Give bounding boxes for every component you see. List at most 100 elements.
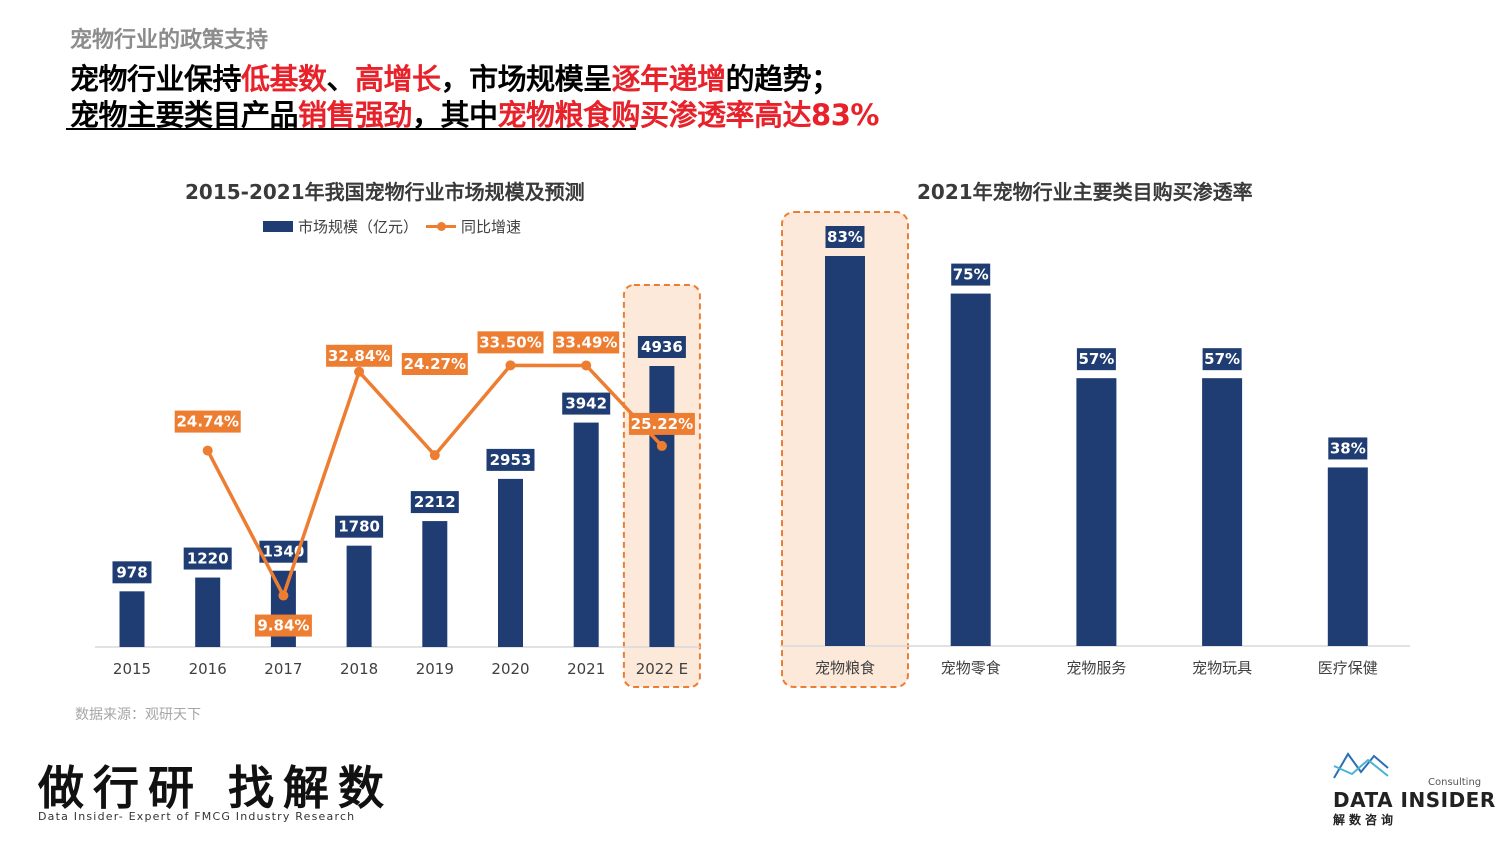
market-size-label: 978	[116, 563, 147, 581]
growth-rate-point	[656, 440, 667, 451]
x-tick-label: 2021	[567, 660, 605, 678]
market-size-bar	[422, 521, 448, 647]
market-size-label: 2953	[490, 451, 532, 469]
penetration-label: 75%	[953, 266, 989, 284]
market-size-bar	[649, 366, 675, 647]
headline-line-2: 宠物主要类目产品销售强劲，其中宠物粮食购买渗透率高达83%	[70, 92, 879, 134]
growth-rate-label: 9.84%	[257, 617, 309, 635]
penetration-bar	[950, 293, 991, 646]
headline-segment: ，其中	[412, 98, 498, 132]
growth-rate-point	[429, 450, 440, 461]
x-tick-label: 2022 E	[636, 660, 688, 678]
market-size-label: 2212	[414, 493, 456, 511]
category-label: 宠物零食	[941, 659, 1001, 677]
market-size-label: 1340	[263, 543, 305, 561]
market-size-label: 4936	[641, 338, 683, 356]
market-size-bar	[498, 478, 523, 647]
market-size-label: 1780	[338, 518, 380, 536]
category-label: 医疗保健	[1318, 659, 1378, 677]
headline-segment: 、	[326, 62, 356, 96]
growth-rate-point	[505, 360, 516, 371]
headline-line-1: 宠物行业保持低基数、高增长，市场规模呈逐年递增的趋势；	[70, 56, 840, 98]
penetration-label-bg	[1076, 348, 1116, 371]
penetration-bar	[1076, 378, 1117, 646]
growth-rate-label: 32.84%	[328, 347, 390, 365]
growth-rate-label: 33.49%	[555, 333, 617, 351]
growth-rate-label: 24.27%	[404, 355, 466, 373]
chart-legend: 市场规模（亿元） 同比增速	[263, 216, 521, 237]
x-tick-label: 2016	[189, 660, 227, 678]
section-title: 宠物行业的政策支持	[70, 28, 269, 53]
penetration-label-bg	[1328, 437, 1368, 460]
market-size-bar	[119, 591, 145, 647]
headline-segment: ，市场规模呈	[440, 62, 613, 96]
market-size-bar	[195, 577, 221, 647]
growth-rate-label-bg	[628, 412, 695, 435]
market-size-label: 3942	[565, 395, 607, 413]
market-size-bar	[573, 422, 599, 647]
legend-line-label: 同比增速	[461, 218, 522, 236]
market-size-label: 1220	[187, 550, 229, 568]
growth-rate-label: 25.22%	[631, 415, 693, 433]
headline-segment: 低基数	[241, 62, 327, 96]
market-size-label-bg	[637, 336, 686, 358]
slogan-subtitle: Data Insider- Expert of FMCG Industry Re…	[38, 810, 356, 823]
headline-underline	[66, 128, 636, 130]
headline-segment: 宠物主要类目产品	[70, 98, 299, 132]
penetration-label: 83%	[827, 228, 863, 246]
legend-bar-label: 市场规模（亿元）	[298, 218, 419, 236]
x-tick-label: 2015	[113, 660, 151, 678]
headline-segment: 宠物粮食购买渗透率高达83%	[497, 98, 880, 132]
headline-segment: 高增长	[355, 62, 441, 96]
market-size-chart-title: 2015-2021年我国宠物行业市场规模及预测	[185, 180, 585, 204]
brand-name: DATA INSIDER	[1333, 788, 1496, 812]
growth-rate-point	[581, 360, 592, 371]
headline-segment: 宠物行业保持	[70, 62, 242, 96]
market-size-label-bg	[335, 515, 384, 538]
penetration-label: 57%	[1204, 350, 1240, 368]
market-size-label-bg	[410, 491, 459, 514]
growth-rate-point	[278, 590, 289, 601]
penetration-bar	[1327, 467, 1368, 646]
x-tick-label: 2017	[264, 660, 302, 678]
penetration-label-bg	[825, 226, 865, 248]
growth-rate-label-bg	[401, 353, 468, 375]
market-size-bar	[346, 545, 372, 647]
penetration-label-bg	[1202, 348, 1242, 371]
penetration-bar	[1202, 378, 1243, 646]
growth-rate-label: 24.74%	[176, 413, 238, 431]
growth-rate-label-bg	[477, 331, 544, 354]
market-size-label-bg	[183, 547, 232, 570]
data-source: 数据来源：观研天下	[75, 707, 201, 723]
growth-rate-label: 33.50%	[479, 333, 541, 351]
market-size-label-bg	[562, 392, 611, 415]
growth-rate-label-bg	[553, 331, 620, 354]
growth-rate-point	[354, 366, 365, 377]
headline-segment: 逐年递增	[611, 62, 727, 96]
category-label: 宠物玩具	[1192, 659, 1252, 677]
penetration-label: 57%	[1078, 350, 1114, 368]
headline-segment: 的趋势；	[725, 62, 841, 96]
x-tick-label: 2020	[491, 660, 529, 678]
penetration-label-bg	[951, 263, 991, 286]
headline-segment: 销售强劲	[298, 98, 413, 132]
data-insider-logo-icon	[1333, 752, 1389, 779]
growth-rate-label-bg	[254, 614, 312, 637]
brand-chinese-name: 解数咨询	[1333, 813, 1398, 827]
legend-line-swatch	[426, 222, 457, 231]
penetration-chart-title: 2021年宠物行业主要类目购买渗透率	[917, 180, 1253, 204]
growth-rate-label-bg	[174, 410, 241, 433]
x-tick-label: 2019	[416, 660, 454, 678]
category-label: 宠物服务	[1066, 659, 1126, 677]
legend-bar-swatch	[263, 221, 293, 232]
slogan: 做行研 找解数	[38, 761, 394, 815]
market-size-label-bg	[112, 561, 152, 584]
growth-rate-label-bg	[326, 344, 393, 367]
category-label: 宠物粮食	[815, 659, 875, 677]
x-tick-label: 2018	[340, 660, 378, 678]
brand-consulting-text: Consulting	[1428, 777, 1482, 788]
growth-rate-point	[202, 445, 213, 456]
market-size-label-bg	[486, 448, 535, 471]
penetration-label: 38%	[1330, 439, 1366, 457]
